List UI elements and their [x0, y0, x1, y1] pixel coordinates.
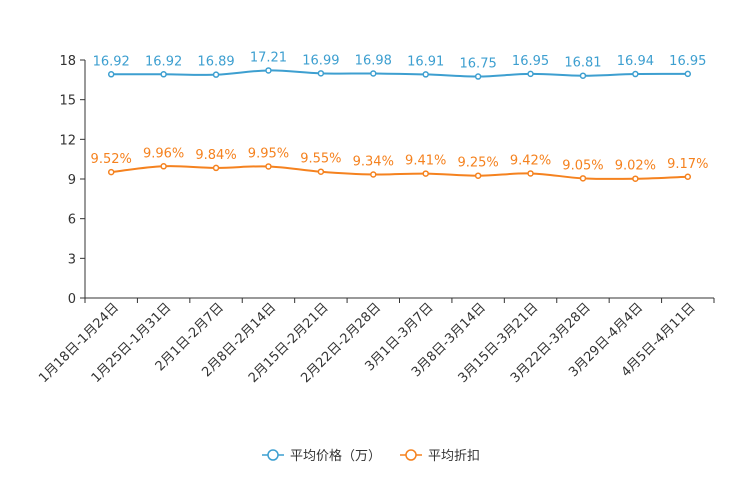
data-label: 9.84%: [195, 148, 236, 163]
data-point[interactable]: [579, 175, 587, 182]
data-point[interactable]: [317, 168, 325, 175]
legend-label: 平均价格（万）: [290, 448, 381, 464]
data-point[interactable]: [527, 70, 534, 78]
data-label: 9.95%: [248, 146, 289, 161]
axes: 03691215181月18日-1月24日1月25日-1月31日2月1日-2月7…: [36, 54, 715, 386]
data-label: 16.98: [355, 53, 392, 68]
data-label: 9.05%: [562, 158, 603, 173]
data-point[interactable]: [579, 72, 587, 79]
legend-item-2[interactable]: 平均折扣: [400, 449, 480, 464]
data-label: 9.17%: [667, 157, 708, 172]
data-label: 9.42%: [510, 153, 551, 168]
data-label: 9.25%: [457, 156, 498, 171]
data-label: 16.95: [512, 54, 549, 69]
data-label: 9.96%: [143, 146, 184, 161]
data-point[interactable]: [212, 71, 220, 78]
series-line: [111, 69, 688, 78]
data-point[interactable]: [370, 171, 377, 178]
data-label: 16.92: [93, 54, 130, 69]
legend-swatch-marker: [267, 449, 279, 461]
series-1: 16.92 16.92 16.89 17.21 16.99 16.98 16.91 16.75…: [93, 50, 706, 80]
data-point[interactable]: [160, 163, 167, 170]
data-label: 16.81: [564, 56, 601, 71]
y-tick-label: 6: [68, 213, 76, 228]
y-tick-label: 3: [68, 252, 76, 267]
data-point[interactable]: [265, 67, 272, 74]
legend-item-1[interactable]: 平均价格（万）: [262, 448, 381, 464]
data-point[interactable]: [317, 70, 325, 77]
data-label: 9.55%: [300, 152, 341, 167]
data-point[interactable]: [212, 164, 220, 172]
y-tick-label: 15: [59, 94, 76, 109]
data-point[interactable]: [684, 70, 692, 78]
data-label: 9.41%: [405, 154, 446, 169]
data-point[interactable]: [265, 163, 272, 170]
data-label: 16.91: [407, 54, 444, 69]
data-point[interactable]: [422, 71, 429, 78]
data-label: 16.94: [617, 54, 654, 69]
data-point[interactable]: [107, 168, 115, 176]
data-point[interactable]: [632, 70, 639, 78]
legend[interactable]: 平均价格（万） 平均折扣: [262, 448, 480, 464]
y-tick-label: 9: [68, 173, 76, 188]
legend-label: 平均折扣: [428, 449, 480, 464]
data-label: 16.95: [669, 54, 706, 69]
series-line: [111, 165, 688, 181]
data-point[interactable]: [632, 175, 639, 182]
data-label: 16.99: [302, 53, 339, 68]
y-tick-label: 12: [59, 133, 76, 148]
y-tick-label: 18: [59, 54, 76, 69]
data-point[interactable]: [474, 172, 482, 179]
legend-swatch-marker: [405, 449, 417, 461]
series-2: 9.52% 9.96% 9.84% 9.95% 9.55% 9.34% 9.41% 9.25%…: [91, 146, 708, 182]
data-label: 16.92: [145, 54, 182, 69]
data-point[interactable]: [160, 71, 167, 78]
data-label: 9.52%: [91, 152, 132, 167]
data-label: 17.21: [250, 50, 287, 65]
data-label: 9.34%: [353, 155, 394, 170]
data-point[interactable]: [474, 73, 482, 80]
series-group: 16.92 16.92 16.89 17.21 16.99 16.98 16.91 16.75…: [91, 50, 708, 182]
data-label: 16.75: [460, 57, 497, 72]
data-point[interactable]: [684, 173, 692, 181]
data-point[interactable]: [527, 170, 534, 177]
data-point[interactable]: [107, 71, 115, 78]
y-tick-label: 0: [68, 292, 76, 307]
data-label: 9.02%: [615, 159, 656, 174]
data-point[interactable]: [422, 170, 429, 177]
data-point[interactable]: [370, 70, 377, 77]
data-label: 16.89: [197, 55, 234, 70]
